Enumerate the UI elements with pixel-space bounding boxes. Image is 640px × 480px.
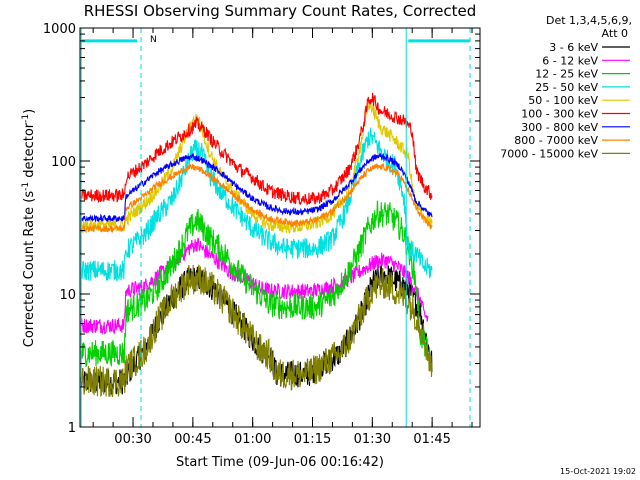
series-line-4 <box>80 99 433 234</box>
y-tick-label: 10 <box>59 288 76 303</box>
series-line-6 <box>80 152 433 222</box>
legend-label-5: 100 - 300 keV <box>521 108 598 121</box>
y-tick-label: 1000 <box>43 22 76 37</box>
footer-date: 15-Oct-2021 19:02 <box>560 467 636 476</box>
x-tick-label: 01:30 <box>354 432 391 447</box>
series-line-3 <box>80 127 433 282</box>
y-axis-label: Corrected Count Rate (s-1 detector-1) <box>21 109 37 347</box>
x-tick-label: 01:45 <box>413 432 450 447</box>
legend-label-2: 12 - 25 keV <box>535 68 598 81</box>
x-axis: 00:30 00:45 01:00 01:15 01:30 01:45 <box>92 28 473 447</box>
y-tick-label: 1 <box>68 421 76 436</box>
series-layer <box>80 39 471 398</box>
legend-header-line-2: Att 0 <box>602 27 628 40</box>
x-tick-label: 00:30 <box>114 432 151 447</box>
x-tick-label: 00:45 <box>174 432 211 447</box>
series-line-5 <box>80 92 433 206</box>
legend-label-7: 800 - 7000 keV <box>514 134 598 147</box>
x-axis-label: Start Time (09-Jun-06 00:16:42) <box>176 455 384 470</box>
marker-label: N <box>150 35 157 45</box>
legend-label-3: 25 - 50 keV <box>535 81 598 94</box>
legend-header-line-1: Det 1,3,4,5,6,9, <box>546 14 632 27</box>
x-tick-label: 01:00 <box>234 432 271 447</box>
legend-label-1: 6 - 12 keV <box>542 54 598 67</box>
plot-frame <box>79 27 481 428</box>
series-line-7 <box>80 162 433 234</box>
series-line-8 <box>80 264 433 398</box>
legend-label-0: 3 - 6 keV <box>549 41 598 54</box>
legend-label-6: 300 - 800 keV <box>521 121 598 134</box>
series-line-1 <box>80 237 429 336</box>
series-line-2 <box>80 200 429 368</box>
y-axis: 1 10 100 1000 <box>43 22 480 436</box>
legend-label-8: 7000 - 15000 keV <box>500 147 598 160</box>
x-tick-label: 01:15 <box>294 432 331 447</box>
y-tick-label: 100 <box>51 155 76 170</box>
chart-title: RHESSI Observing Summary Count Rates, Co… <box>84 2 477 20</box>
vertical-lines <box>80 28 471 427</box>
legend-label-4: 50 - 100 keV <box>528 94 598 107</box>
